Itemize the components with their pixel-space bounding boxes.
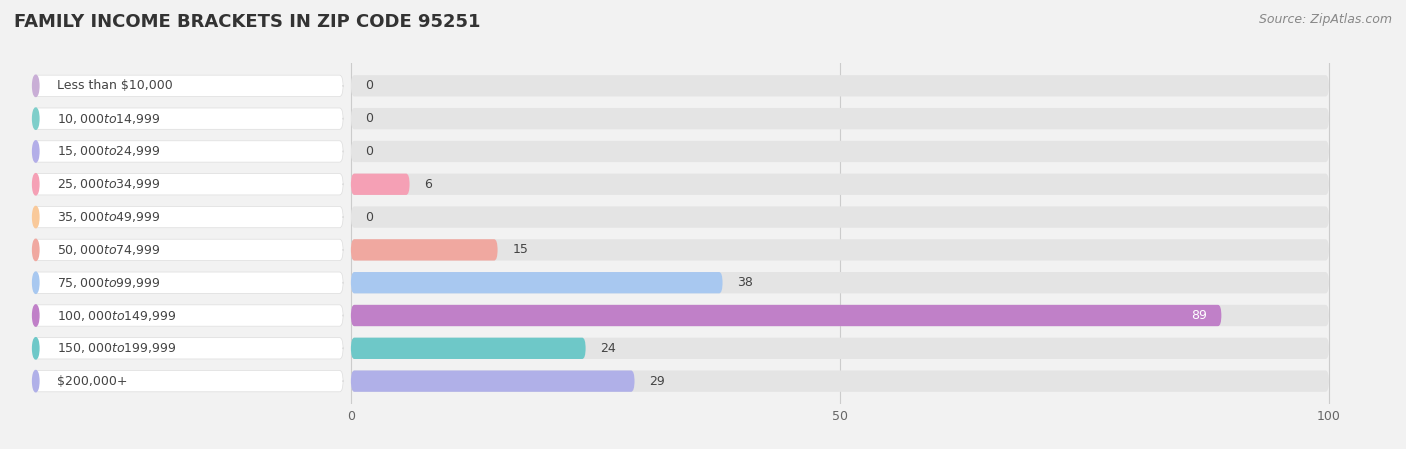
Text: FAMILY INCOME BRACKETS IN ZIP CODE 95251: FAMILY INCOME BRACKETS IN ZIP CODE 95251 <box>14 13 481 31</box>
Circle shape <box>32 174 39 195</box>
Circle shape <box>32 305 39 326</box>
FancyBboxPatch shape <box>32 174 343 195</box>
Text: Less than $10,000: Less than $10,000 <box>58 79 173 92</box>
Circle shape <box>32 370 39 392</box>
Text: $200,000+: $200,000+ <box>58 374 128 387</box>
Text: 0: 0 <box>366 211 374 224</box>
FancyBboxPatch shape <box>352 370 634 392</box>
Text: $50,000 to $74,999: $50,000 to $74,999 <box>58 243 160 257</box>
Text: 6: 6 <box>425 178 432 191</box>
Text: $100,000 to $149,999: $100,000 to $149,999 <box>58 308 177 322</box>
Text: 0: 0 <box>366 145 374 158</box>
Text: Source: ZipAtlas.com: Source: ZipAtlas.com <box>1258 13 1392 26</box>
FancyBboxPatch shape <box>352 370 1329 392</box>
FancyBboxPatch shape <box>352 305 1222 326</box>
FancyBboxPatch shape <box>32 239 343 260</box>
FancyBboxPatch shape <box>352 75 1329 97</box>
Circle shape <box>32 75 39 97</box>
Circle shape <box>32 108 39 129</box>
FancyBboxPatch shape <box>352 108 1329 129</box>
FancyBboxPatch shape <box>352 207 1329 228</box>
Circle shape <box>32 141 39 162</box>
Text: $10,000 to $14,999: $10,000 to $14,999 <box>58 112 160 126</box>
FancyBboxPatch shape <box>352 305 1329 326</box>
Text: $25,000 to $34,999: $25,000 to $34,999 <box>58 177 160 191</box>
Circle shape <box>32 239 39 260</box>
Circle shape <box>32 338 39 359</box>
Text: $15,000 to $24,999: $15,000 to $24,999 <box>58 145 160 158</box>
Text: $150,000 to $199,999: $150,000 to $199,999 <box>58 341 177 355</box>
Text: 38: 38 <box>737 276 754 289</box>
Circle shape <box>32 207 39 228</box>
FancyBboxPatch shape <box>32 141 343 162</box>
FancyBboxPatch shape <box>352 174 1329 195</box>
Text: $75,000 to $99,999: $75,000 to $99,999 <box>58 276 160 290</box>
Text: 29: 29 <box>650 374 665 387</box>
Text: 24: 24 <box>600 342 616 355</box>
FancyBboxPatch shape <box>352 272 1329 293</box>
Text: 89: 89 <box>1191 309 1206 322</box>
FancyBboxPatch shape <box>352 338 1329 359</box>
Text: 0: 0 <box>366 112 374 125</box>
FancyBboxPatch shape <box>32 75 343 97</box>
FancyBboxPatch shape <box>352 239 1329 260</box>
Text: 0: 0 <box>366 79 374 92</box>
FancyBboxPatch shape <box>32 108 343 129</box>
Circle shape <box>32 272 39 293</box>
FancyBboxPatch shape <box>352 272 723 293</box>
FancyBboxPatch shape <box>32 338 343 359</box>
FancyBboxPatch shape <box>352 174 409 195</box>
FancyBboxPatch shape <box>32 305 343 326</box>
FancyBboxPatch shape <box>32 207 343 228</box>
FancyBboxPatch shape <box>352 141 1329 162</box>
FancyBboxPatch shape <box>352 239 498 260</box>
FancyBboxPatch shape <box>32 370 343 392</box>
FancyBboxPatch shape <box>32 272 343 293</box>
Text: 15: 15 <box>512 243 529 256</box>
FancyBboxPatch shape <box>352 338 586 359</box>
Text: $35,000 to $49,999: $35,000 to $49,999 <box>58 210 160 224</box>
